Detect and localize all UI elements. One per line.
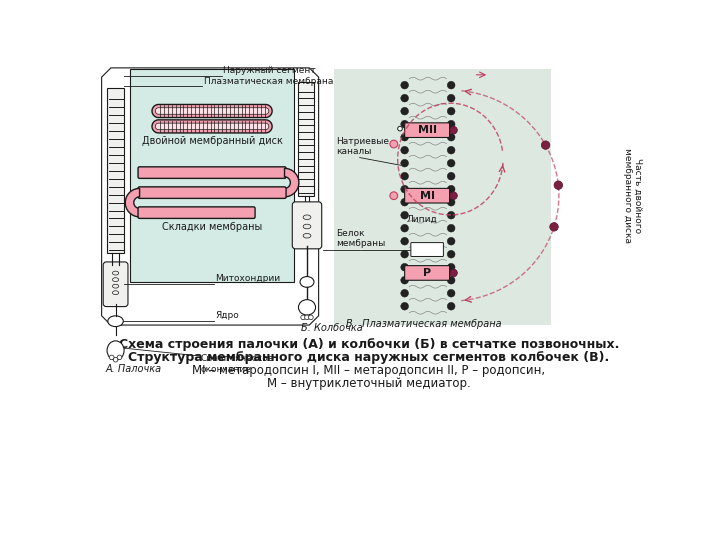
Circle shape (390, 192, 397, 200)
Circle shape (397, 126, 402, 131)
Circle shape (390, 140, 397, 148)
Circle shape (447, 264, 455, 271)
Circle shape (447, 276, 455, 284)
Text: Б. Колбочка: Б. Колбочка (301, 323, 363, 333)
Circle shape (447, 107, 455, 115)
Circle shape (401, 198, 408, 206)
Ellipse shape (108, 316, 123, 327)
FancyBboxPatch shape (138, 207, 255, 218)
Circle shape (401, 238, 408, 245)
Circle shape (447, 82, 455, 89)
Circle shape (447, 224, 455, 232)
Text: Плазматическая мембрана: Плазматическая мембрана (204, 77, 333, 85)
FancyBboxPatch shape (138, 167, 286, 178)
Circle shape (447, 185, 455, 193)
Circle shape (447, 159, 455, 167)
Circle shape (449, 269, 457, 277)
Circle shape (401, 224, 408, 232)
Circle shape (449, 192, 457, 200)
Text: Белок
мембраны: Белок мембраны (336, 228, 386, 248)
FancyBboxPatch shape (405, 188, 449, 203)
Circle shape (401, 172, 408, 180)
Ellipse shape (107, 341, 124, 360)
Circle shape (447, 238, 455, 245)
Text: Часть двойного
мембранного диска: Часть двойного мембранного диска (623, 148, 642, 243)
Circle shape (449, 126, 457, 134)
Circle shape (401, 94, 408, 102)
Text: В   Плазматическая мембрана: В Плазматическая мембрана (346, 319, 501, 329)
Circle shape (447, 120, 455, 128)
Circle shape (401, 276, 408, 284)
Circle shape (401, 251, 408, 258)
Text: Структура мембранного диска наружных сегментов колбочек (В).: Структура мембранного диска наружных сег… (128, 351, 610, 364)
Ellipse shape (299, 300, 315, 315)
Ellipse shape (109, 355, 114, 360)
Circle shape (447, 302, 455, 310)
Ellipse shape (301, 315, 305, 320)
FancyBboxPatch shape (130, 70, 294, 282)
Circle shape (401, 185, 408, 193)
Ellipse shape (117, 355, 122, 360)
FancyBboxPatch shape (405, 123, 449, 138)
FancyBboxPatch shape (411, 242, 444, 256)
Text: Ядро: Ядро (215, 312, 239, 320)
Circle shape (401, 146, 408, 154)
Circle shape (401, 159, 408, 167)
Text: Наружный сегмент: Наружный сегмент (223, 66, 316, 75)
Circle shape (401, 107, 408, 115)
Text: Митохондрии: Митохондрии (215, 274, 281, 284)
Circle shape (401, 264, 408, 271)
FancyBboxPatch shape (334, 70, 551, 325)
Polygon shape (284, 168, 299, 197)
Circle shape (541, 141, 550, 150)
Circle shape (554, 181, 562, 190)
Circle shape (401, 211, 408, 219)
Circle shape (447, 146, 455, 154)
Text: Синаптическое
окончание: Синаптическое окончание (200, 354, 274, 374)
Text: Двойной мембранный диск: Двойной мембранный диск (142, 137, 282, 146)
Polygon shape (152, 120, 272, 133)
FancyBboxPatch shape (405, 266, 449, 280)
Circle shape (401, 302, 408, 310)
Polygon shape (125, 188, 140, 217)
Polygon shape (102, 68, 319, 325)
Circle shape (447, 251, 455, 258)
FancyBboxPatch shape (103, 262, 128, 307)
Circle shape (401, 120, 408, 128)
Circle shape (550, 222, 558, 231)
Circle shape (447, 198, 455, 206)
FancyBboxPatch shape (107, 88, 124, 253)
FancyBboxPatch shape (299, 82, 314, 195)
Ellipse shape (300, 276, 314, 287)
Ellipse shape (305, 315, 310, 320)
Text: Натриевые
каналы: Натриевые каналы (336, 137, 390, 156)
Text: Схема строения палочки (А) и колбочки (Б) в сетчатке позвоночных.: Схема строения палочки (А) и колбочки (Б… (119, 338, 619, 351)
Ellipse shape (113, 357, 118, 362)
Text: Липид: Липид (407, 214, 438, 224)
Polygon shape (152, 104, 272, 118)
Ellipse shape (309, 315, 313, 320)
Ellipse shape (303, 233, 311, 238)
Ellipse shape (303, 224, 311, 229)
Circle shape (447, 289, 455, 297)
Circle shape (401, 133, 408, 141)
Text: Складки мембраны: Складки мембраны (162, 222, 262, 232)
Circle shape (401, 82, 408, 89)
Circle shape (447, 172, 455, 180)
Text: А. Палочка: А. Палочка (106, 363, 161, 374)
Text: M – внутриклеточный медиатор.: M – внутриклеточный медиатор. (267, 377, 471, 390)
Text: MI – метародопсин I, MII – метародопсин II, P – родопсин,: MI – метародопсин I, MII – метародопсин … (192, 364, 546, 377)
Polygon shape (156, 107, 269, 114)
Text: MII: MII (418, 125, 436, 135)
Circle shape (401, 289, 408, 297)
Circle shape (447, 94, 455, 102)
Polygon shape (156, 123, 269, 130)
Text: P: P (423, 268, 431, 278)
Circle shape (447, 133, 455, 141)
Text: MI: MI (420, 191, 435, 201)
Circle shape (447, 211, 455, 219)
FancyBboxPatch shape (292, 202, 322, 249)
Ellipse shape (303, 215, 311, 220)
FancyBboxPatch shape (138, 187, 286, 198)
